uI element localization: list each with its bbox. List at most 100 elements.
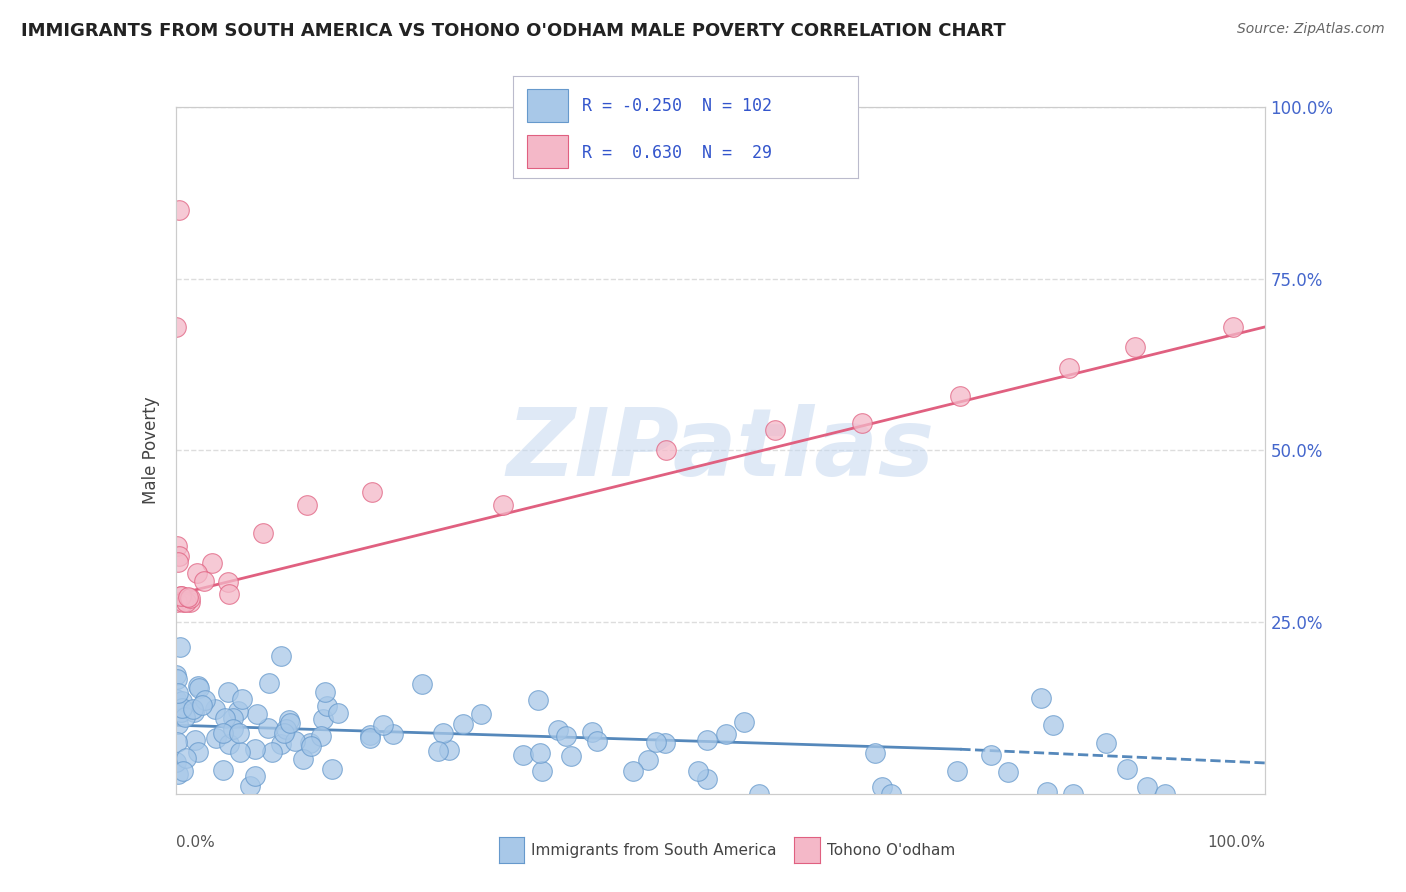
Point [166, 766, 188, 780]
Point [194, 693, 217, 707]
Point [172, 594, 194, 608]
Point [205, 731, 228, 746]
Point [1222, 319, 1244, 334]
Point [309, 729, 332, 743]
Y-axis label: Male Poverty: Male Poverty [142, 397, 160, 504]
Point [371, 718, 394, 732]
Point [169, 549, 191, 563]
Point [1123, 340, 1146, 354]
Point [1062, 787, 1084, 801]
Point [239, 779, 262, 793]
Point [169, 706, 191, 720]
Point [360, 484, 382, 499]
Point [169, 640, 191, 654]
Point [655, 443, 678, 458]
Point [581, 725, 603, 739]
Point [222, 722, 245, 736]
Point [211, 726, 233, 740]
Point [714, 726, 737, 740]
Point [165, 667, 187, 681]
Point [527, 692, 550, 706]
Point [1057, 361, 1080, 376]
Point [170, 589, 193, 603]
Point [246, 706, 269, 721]
Point [381, 727, 404, 741]
Point [851, 416, 873, 430]
Point [167, 716, 190, 731]
Point [763, 423, 786, 437]
Point [191, 698, 214, 712]
Point [321, 762, 343, 776]
Text: 0.0%: 0.0% [176, 835, 215, 850]
Point [453, 716, 475, 731]
Point [187, 745, 209, 759]
Point [176, 590, 198, 604]
Point [748, 787, 770, 801]
Point [166, 539, 188, 553]
Point [437, 743, 460, 757]
Point [530, 764, 553, 778]
Point [326, 706, 349, 720]
Point [165, 319, 187, 334]
Point [166, 555, 188, 569]
Text: IMMIGRANTS FROM SOUTH AMERICA VS TOHONO O'ODHAM MALE POVERTY CORRELATION CHART: IMMIGRANTS FROM SOUTH AMERICA VS TOHONO … [21, 22, 1005, 40]
Point [411, 677, 433, 691]
Point [245, 741, 267, 756]
Point [586, 734, 609, 748]
Point [204, 702, 226, 716]
Point [221, 711, 243, 725]
Point [312, 713, 335, 727]
Point [169, 589, 191, 603]
Text: R =  0.630  N =  29: R = 0.630 N = 29 [582, 144, 772, 161]
Point [696, 772, 718, 786]
Point [1136, 780, 1159, 794]
Point [165, 692, 187, 706]
Point [277, 713, 299, 727]
Text: Tohono O'odham: Tohono O'odham [827, 843, 955, 857]
Point [167, 203, 190, 218]
Point [299, 736, 322, 750]
Point [186, 566, 208, 580]
Point [315, 698, 337, 713]
Point [555, 729, 578, 743]
Point [1115, 762, 1137, 776]
Point [193, 574, 215, 588]
Point [1153, 787, 1175, 801]
Point [1036, 785, 1059, 799]
FancyBboxPatch shape [527, 136, 568, 168]
Point [997, 764, 1019, 779]
Point [980, 747, 1002, 762]
Point [174, 710, 197, 724]
Point [270, 648, 292, 663]
Point [644, 735, 666, 749]
Point [252, 525, 274, 540]
Point [218, 737, 240, 751]
Point [314, 684, 336, 698]
Point [174, 594, 197, 608]
Point [945, 764, 967, 779]
Point [470, 706, 492, 721]
Point [217, 575, 239, 590]
Point [621, 764, 644, 779]
Point [359, 728, 381, 742]
Point [183, 706, 205, 720]
Point [512, 747, 534, 762]
Point [278, 715, 301, 730]
Point [231, 692, 253, 706]
Point [166, 672, 188, 686]
Point [1095, 736, 1118, 750]
Point [181, 702, 204, 716]
Point [211, 764, 233, 778]
Point [733, 714, 755, 729]
Point [492, 499, 515, 513]
Point [1042, 718, 1064, 732]
Point [166, 735, 188, 749]
Point [270, 737, 292, 751]
Point [172, 701, 194, 715]
FancyBboxPatch shape [527, 89, 568, 122]
Text: Immigrants from South America: Immigrants from South America [531, 843, 778, 857]
Point [284, 733, 307, 747]
Point [228, 725, 250, 739]
Point [201, 556, 224, 570]
Point [187, 681, 209, 695]
